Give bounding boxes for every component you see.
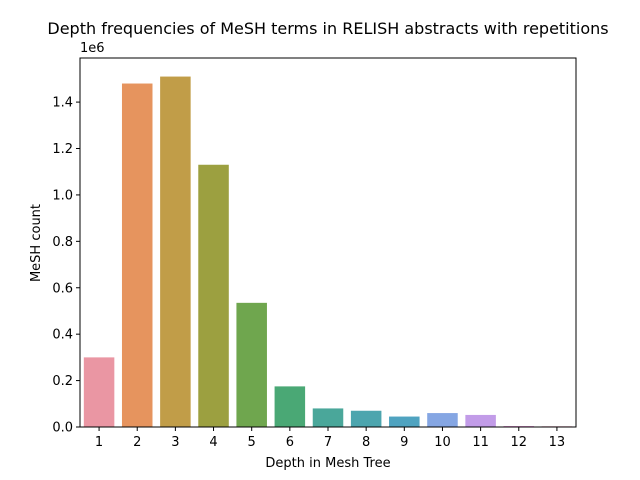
bar-depth-3: [160, 76, 191, 427]
x-tick-label: 6: [286, 435, 294, 450]
x-tick-label: 13: [549, 435, 566, 450]
x-tick-label: 12: [510, 435, 527, 450]
x-axis-label: Depth in Mesh Tree: [265, 456, 390, 471]
x-tick-label: 7: [324, 435, 332, 450]
y-offset-label: 1e6: [80, 41, 105, 56]
y-tick-label: 0.0: [52, 421, 73, 436]
bar-depth-4: [198, 164, 229, 428]
y-tick-label: 0.2: [52, 374, 73, 389]
y-tick-label: 0.8: [52, 235, 73, 250]
bar-depth-1: [83, 357, 115, 427]
bar-depth-6: [274, 386, 306, 427]
y-tick-label: 1.0: [52, 188, 73, 203]
x-tick-label: 11: [472, 435, 489, 450]
bar-depth-2: [121, 83, 153, 427]
y-axis-label: MeSH count: [29, 204, 44, 282]
y-tick-label: 0.6: [52, 281, 73, 296]
x-ticks-group: 1 2 3 4 5 6 7 8 9 10 11 12 13: [95, 427, 565, 450]
x-tick-label: 3: [171, 435, 179, 450]
bar-depth-8: [350, 410, 382, 427]
y-tick-label: 1.2: [52, 142, 73, 157]
x-tick-label: 5: [248, 435, 256, 450]
x-tick-label: 2: [133, 435, 141, 450]
y-tick-label: 0.4: [52, 328, 73, 343]
chart-title: Depth frequencies of MeSH terms in RELIS…: [47, 19, 608, 38]
x-tick-label: 9: [400, 435, 408, 450]
y-ticks-group: 0.0 0.2 0.4 0.6 0.8 1.0 1.2 1.4: [52, 96, 80, 436]
bar-depth-11: [465, 414, 496, 427]
bar-depth-10: [427, 413, 458, 427]
x-tick-label: 8: [362, 435, 370, 450]
y-tick-label: 1.4: [52, 96, 73, 111]
x-tick-label: 1: [95, 435, 103, 450]
bars-group: [83, 76, 573, 428]
x-tick-label: 4: [209, 435, 217, 450]
bar-depth-7: [312, 408, 344, 427]
x-tick-label: 10: [434, 435, 451, 450]
bar-depth-5: [236, 302, 267, 427]
plot-frame: [79, 57, 577, 428]
bar-depth-9: [389, 416, 420, 427]
